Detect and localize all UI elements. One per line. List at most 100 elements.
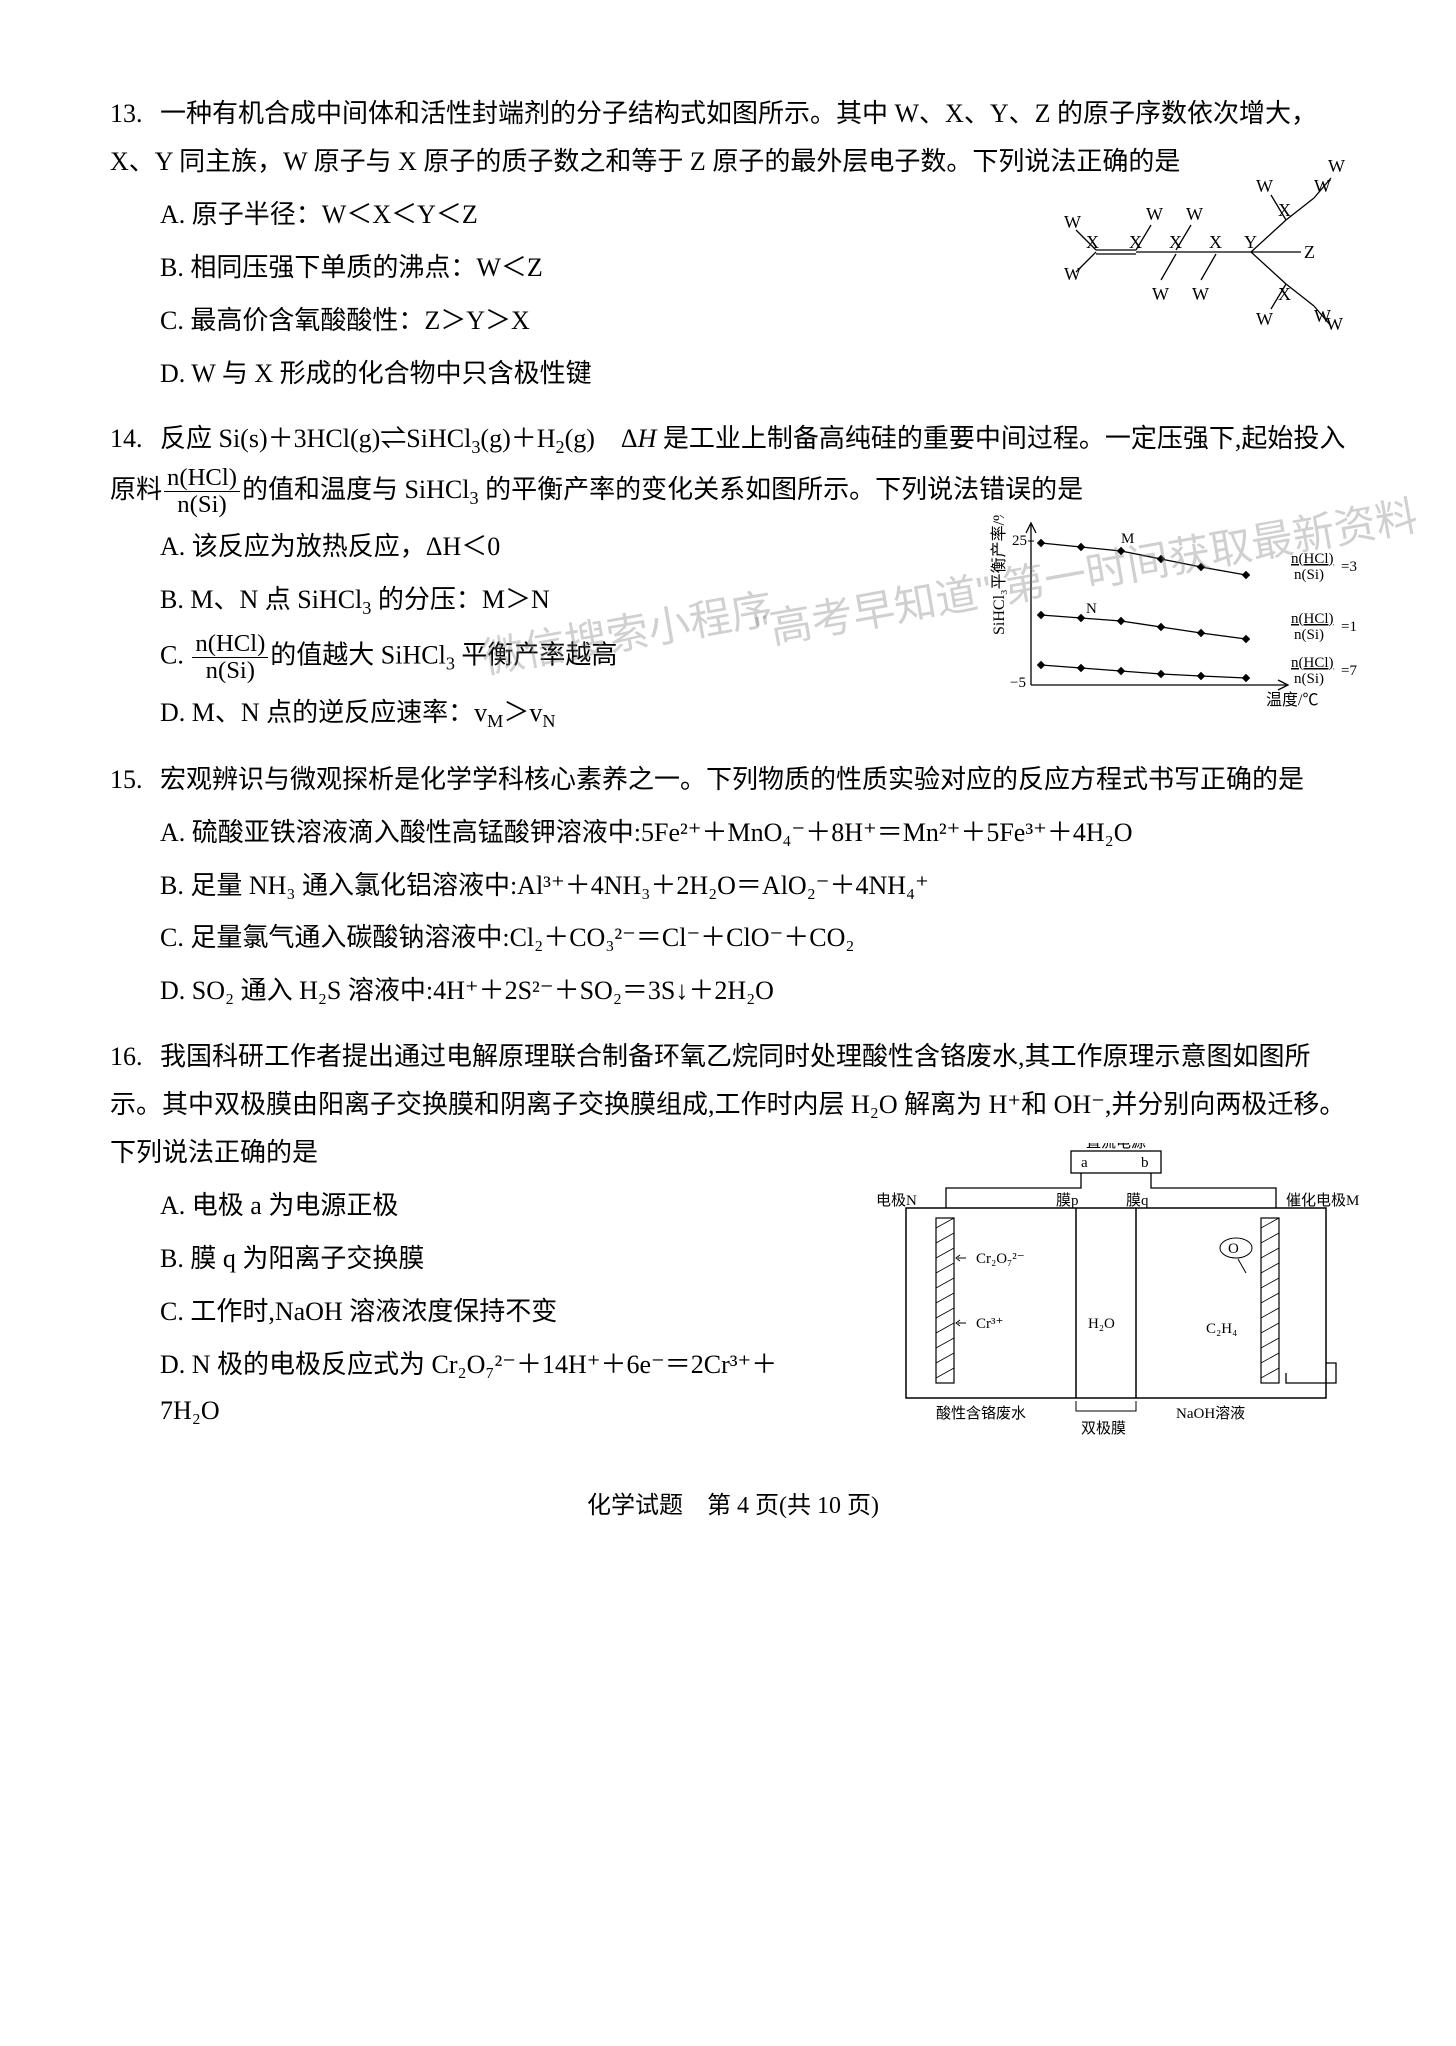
q14-frac-den: n(Si) (164, 492, 240, 518)
q14-chart: SiHCl₃平衡产率/% 温度/℃ 25 −5 M (986, 515, 1366, 715)
q14-stem-b: (g)＋H (480, 424, 555, 453)
q16-label-em: 催化电极M (1286, 1192, 1359, 1209)
q16-label-b: b (1141, 1155, 1149, 1171)
q16-opt-c: C. 工作时,NaOH 溶液浓度保持不变 (160, 1289, 820, 1336)
q16-opt-b: B. 膜 q 为阳离子交换膜 (160, 1236, 820, 1283)
q14-stem-a: 反应 Si(s)＋3HCl(g)⇌SiHCl (160, 424, 471, 453)
question-15: 15.宏观辨识与微观探析是化学学科核心素养之一。下列物质的性质实验对应的反应方程… (110, 756, 1356, 1015)
q15-opt-c: C. 足量氯气通入碳酸钠溶液中:Cl₂＋CO₃²⁻＝Cl⁻＋ClO⁻＋CO₂ (160, 915, 1356, 962)
q16-opt-a: A. 电极 a 为电源正极 (160, 1183, 820, 1230)
q14-opt-d-pre: D. M、N 点的逆反应速率：v (160, 698, 487, 727)
svg-text:W: W (1192, 284, 1209, 304)
q16-number: 16. (110, 1033, 160, 1081)
q16-label-p: 膜p (1056, 1192, 1079, 1209)
q14-frac: n(HCl)n(Si) (164, 465, 240, 518)
q16-leftbath: 酸性含铬废水 (936, 1405, 1026, 1422)
q16-label-power: 直流电源 (1086, 1143, 1146, 1151)
svg-text:=1: =1 (1341, 619, 1357, 635)
svg-text:=3: =3 (1341, 559, 1357, 575)
svg-text:M: M (1121, 531, 1134, 547)
q14-opt-c: C. n(HCl)n(Si)的值越大 SiHCl3 平衡产率越高 (160, 631, 880, 684)
q15-options: A. 硫酸亚铁溶液滴入酸性高锰酸钾溶液中:5Fe²⁺＋MnO₄⁻＋8H⁺＝Mn²… (110, 810, 1356, 1015)
q15-number: 15. (110, 756, 160, 804)
svg-text:X: X (1129, 232, 1142, 252)
q14-xlabel: 温度/℃ (1266, 691, 1318, 709)
q14-opt-c-end: 平衡产率越高 (455, 640, 618, 669)
q16-electrolysis-figure: a b 直流电源 膜p 膜q (866, 1143, 1376, 1443)
q13-opt-d: D. W 与 X 形成的化合物中只含极性键 (160, 351, 1356, 398)
q14-opt-b-pre: B. M、N 点 SiHCl (160, 585, 362, 614)
q15-opt-d: D. SO₂ 通入 H₂S 溶液中:4H⁺＋2S²⁻＋SO₂＝3S↓＋2H₂O (160, 968, 1356, 1015)
svg-text:n(HCl): n(HCl) (1291, 611, 1334, 627)
q13-molecule-figure: W W X X X X W W W W Y Z X X W W W (1056, 150, 1356, 330)
question-16: 16.我国科研工作者提出通过电解原理联合制备环氧乙烷同时处理酸性含铬废水,其工作… (110, 1033, 1356, 1435)
svg-text:n(HCl): n(HCl) (1291, 655, 1334, 671)
q14-opt-d: D. M、N 点的逆反应速率：vM＞vN (160, 690, 880, 738)
question-13: 13.一种有机合成中间体和活性封端剂的分子结构式如图所示。其中 W、X、Y、Z … (110, 90, 1356, 397)
q16-rsp1: O (1228, 1241, 1239, 1257)
exam-page: 13.一种有机合成中间体和活性封端剂的分子结构式如图所示。其中 W、X、Y、Z … (0, 0, 1456, 1560)
svg-text:W: W (1256, 309, 1273, 329)
q16-rightbath: NaOH溶液 (1176, 1405, 1245, 1422)
q14-stem-c2: H (638, 424, 657, 453)
q15-opt-b: B. 足量 NH₃ 通入氯化铝溶液中:Al³⁺＋4NH₃＋2H₂O＝AlO₂⁻＋… (160, 863, 1356, 910)
svg-text:X: X (1278, 284, 1291, 304)
svg-text:=7: =7 (1341, 663, 1357, 679)
q14-c-frac-num: n(HCl) (192, 631, 268, 658)
svg-text:X: X (1169, 232, 1182, 252)
footer-page: 第 4 页(共 10 页) (707, 1493, 879, 1519)
svg-text:W: W (1152, 284, 1169, 304)
q15-opt-a: A. 硫酸亚铁溶液滴入酸性高锰酸钾溶液中:5Fe²⁺＋MnO₄⁻＋8H⁺＝Mn²… (160, 810, 1356, 857)
q13-number: 13. (110, 90, 160, 138)
svg-text:−5: −5 (1010, 675, 1026, 691)
q14-ylabel: SiHCl₃平衡产率/% (990, 515, 1008, 635)
q14-stem-e: 的值和温度与 SiHCl (242, 475, 470, 504)
svg-text:Z: Z (1304, 242, 1315, 262)
svg-text:W: W (1328, 156, 1345, 176)
svg-text:n(Si): n(Si) (1294, 671, 1324, 687)
svg-text:X: X (1086, 232, 1099, 252)
q16-center: H₂O (1088, 1316, 1115, 1332)
svg-text:W: W (1256, 176, 1273, 196)
q16-lsp2: Cr³⁺ (976, 1316, 1003, 1332)
q14-opt-d-mid: ＞v (503, 698, 542, 727)
q14-number: 14. (110, 415, 160, 463)
svg-text:N: N (1086, 601, 1097, 617)
q16-options: A. 电极 a 为电源正极 B. 膜 q 为阳离子交换膜 C. 工作时,NaOH… (110, 1183, 820, 1435)
q14-stem-block: 14.反应 Si(s)＋3HCl(g)⇌SiHCl3(g)＋H2(g) ΔH 是… (110, 415, 1356, 518)
svg-text:W: W (1326, 314, 1343, 330)
q14-frac-num: n(HCl) (164, 465, 240, 492)
q15-stem: 宏观辨识与微观探析是化学学科核心素养之一。下列物质的性质实验对应的反应方程式书写… (160, 765, 1304, 794)
svg-text:25: 25 (1012, 533, 1027, 549)
svg-text:W: W (1186, 204, 1203, 224)
svg-text:n(Si): n(Si) (1294, 627, 1324, 643)
q14-opt-b: B. M、N 点 SiHCl3 的分压：M＞N (160, 577, 880, 625)
svg-text:X: X (1278, 200, 1291, 220)
q14-opt-d-n: N (542, 711, 555, 731)
q14-opt-c-post: 的值越大 SiHCl (270, 640, 446, 669)
q14-opt-b-post: 的分压：M＞N (371, 585, 549, 614)
q14-stem-f: 的平衡产率的变化关系如图所示。下列说法错误的是 (479, 475, 1084, 504)
q16-label-en: 电极N (876, 1192, 917, 1209)
q16-rsp2: C₂H₄ (1206, 1321, 1237, 1337)
q16-opt-d: D. N 极的电极反应式为 Cr₂O₇²⁻＋14H⁺＋6e⁻＝2Cr³⁺＋7H₂… (160, 1342, 820, 1436)
page-footer: 化学试题 第 4 页(共 10 页) (110, 1485, 1356, 1520)
q15-stem-block: 15.宏观辨识与微观探析是化学学科核心素养之一。下列物质的性质实验对应的反应方程… (110, 756, 1356, 804)
q14-opt-a-text: A. 该反应为放热反应，ΔH＜0 (160, 532, 500, 561)
q16-bipolar: 双极膜 (1081, 1420, 1126, 1437)
q14-options: A. 该反应为放热反应，ΔH＜0 B. M、N 点 SiHCl3 的分压：M＞N… (110, 524, 880, 738)
q14-opt-c-pre: C. (160, 640, 190, 669)
svg-text:W: W (1064, 264, 1081, 284)
svg-text:Y: Y (1244, 232, 1257, 252)
q16-label-a: a (1081, 1155, 1088, 1171)
q14-opt-a: A. 该反应为放热反应，ΔH＜0 (160, 524, 880, 571)
question-14: 14.反应 Si(s)＋3HCl(g)⇌SiHCl3(g)＋H2(g) ΔH 是… (110, 415, 1356, 737)
q16-lsp1: Cr₂O₇²⁻ (976, 1251, 1025, 1267)
q16-label-q: 膜q (1126, 1192, 1149, 1209)
q14-c-frac-den: n(Si) (192, 658, 268, 684)
q14-opt-d-m: M (487, 711, 503, 731)
svg-text:W: W (1146, 204, 1163, 224)
svg-text:X: X (1209, 232, 1222, 252)
svg-text:n(HCl): n(HCl) (1291, 551, 1334, 567)
svg-text:W: W (1064, 212, 1081, 232)
